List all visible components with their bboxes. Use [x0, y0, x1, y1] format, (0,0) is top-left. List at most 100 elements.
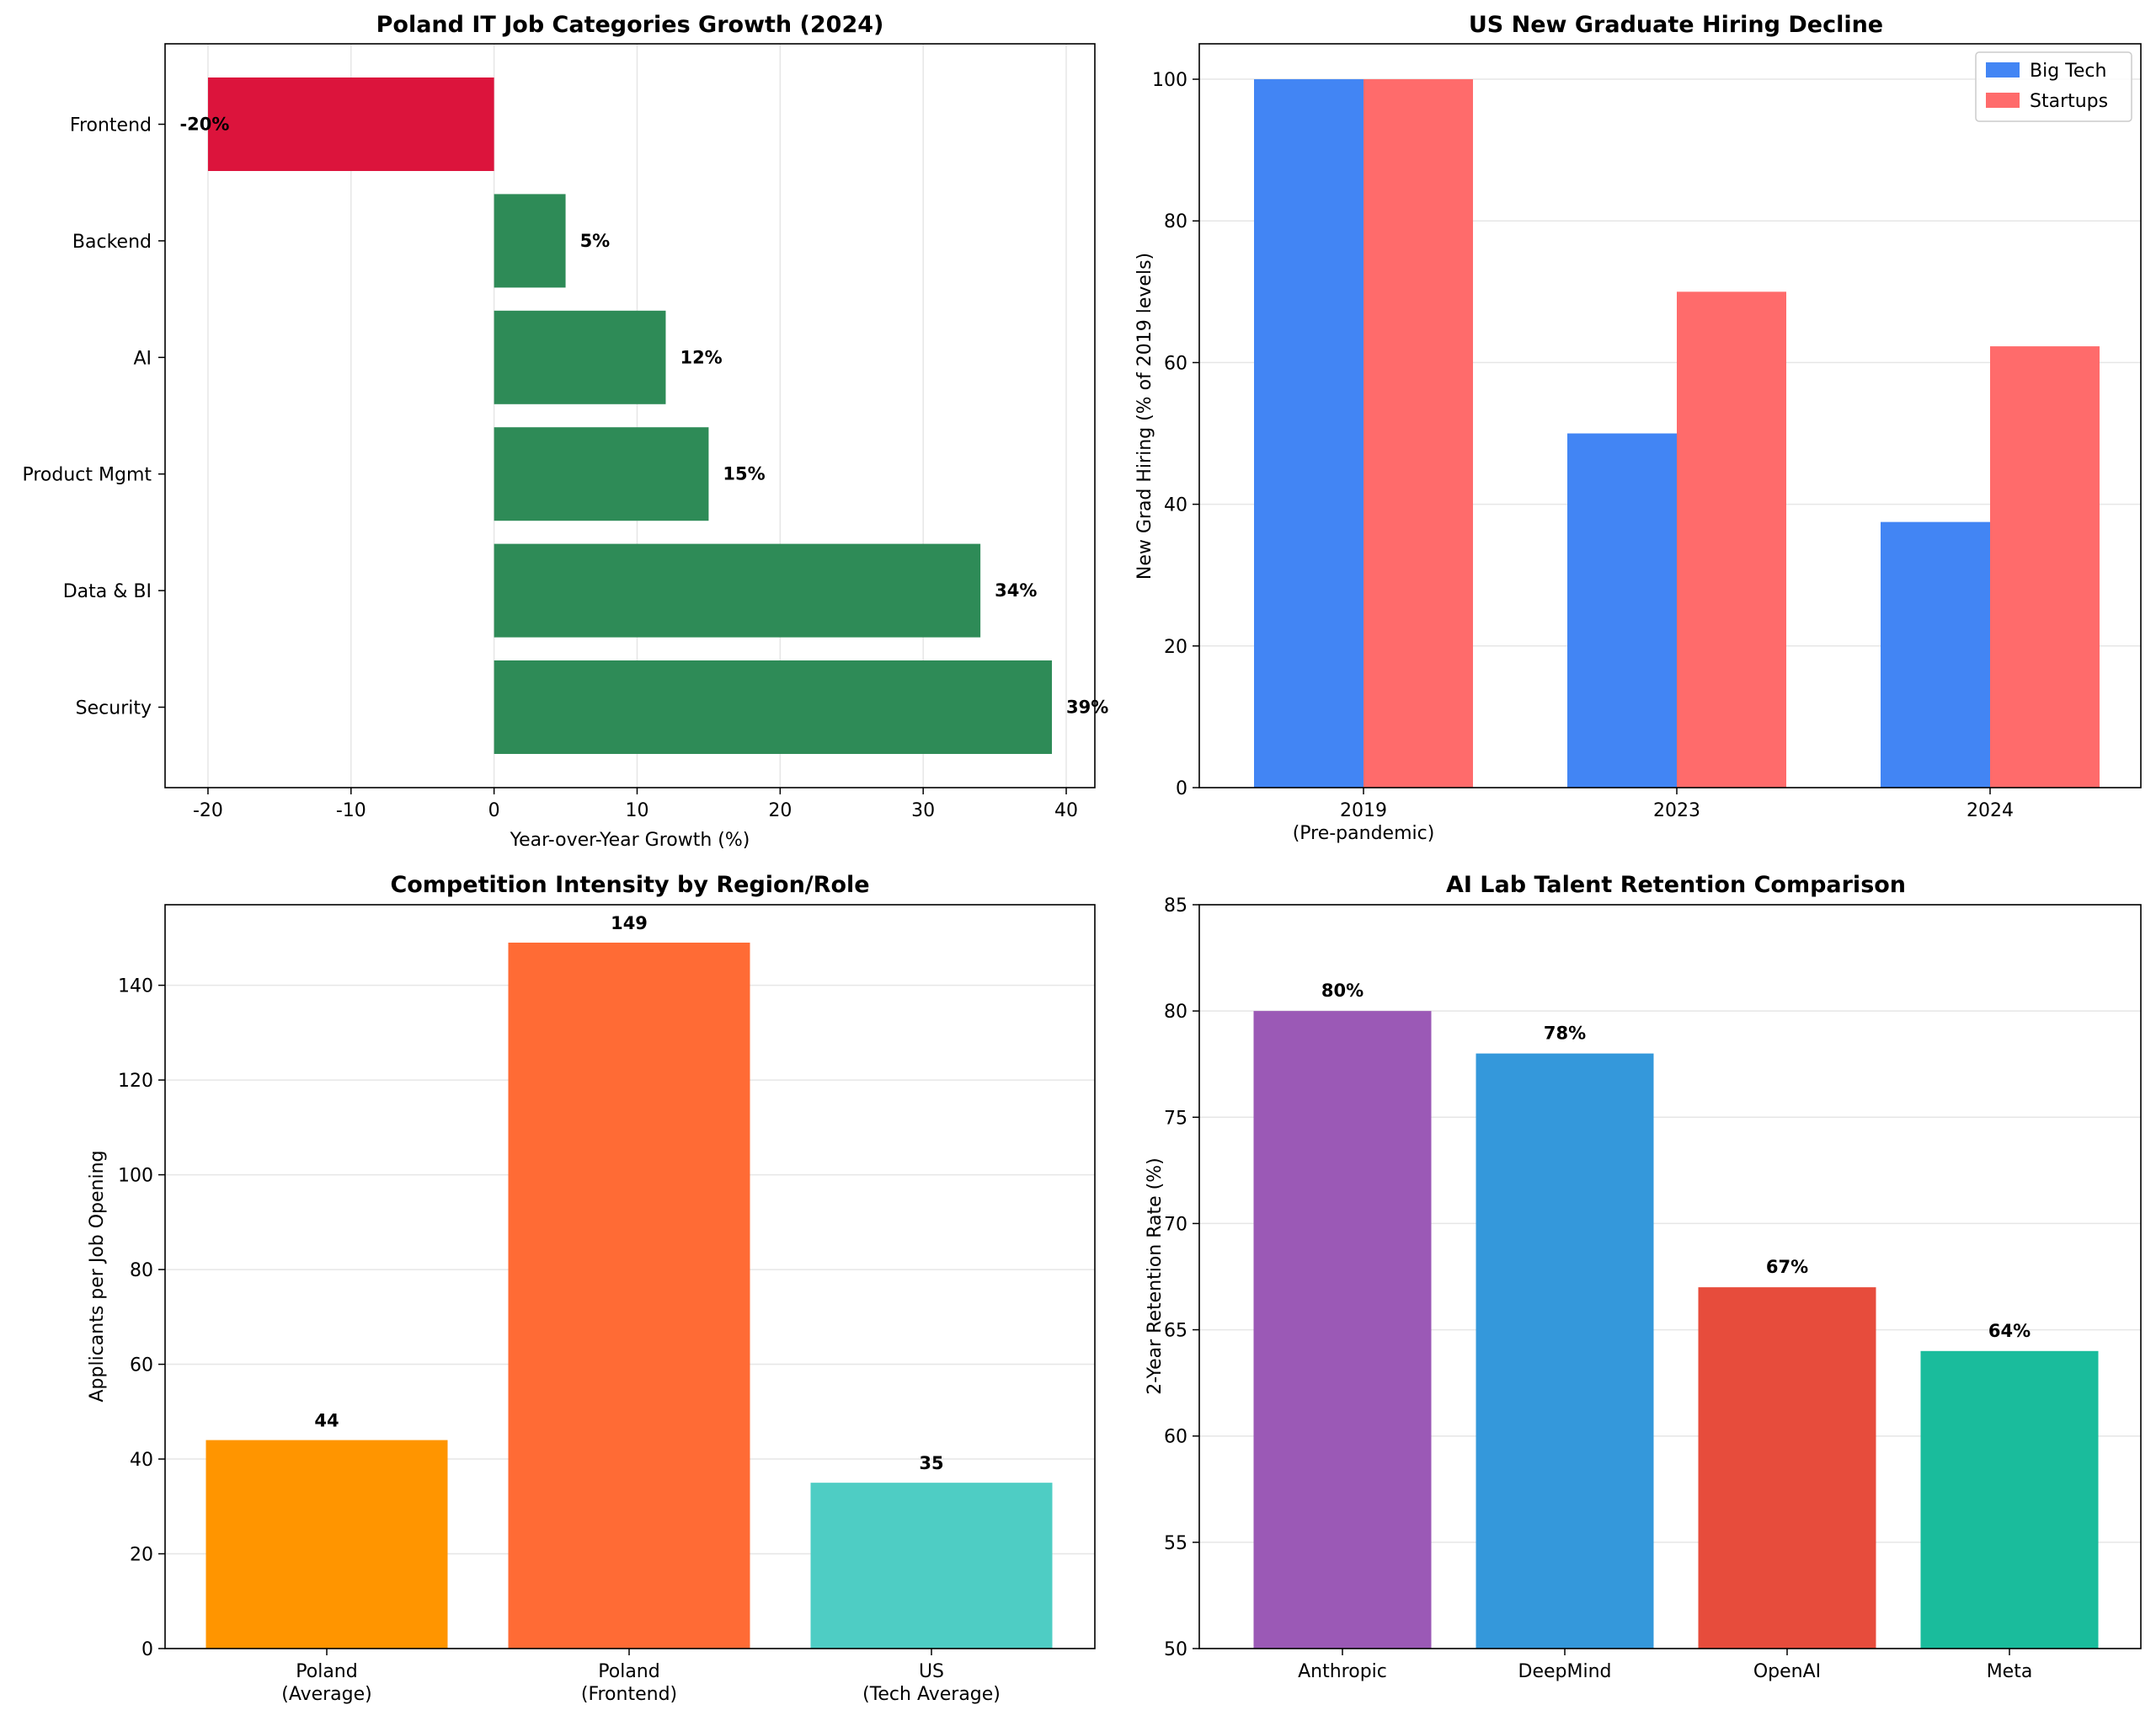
- x-axis-label: Year-over-Year Growth (%): [510, 830, 750, 851]
- plot-frame: [164, 904, 1096, 1649]
- legend-swatch-bigtech: [1986, 62, 2020, 77]
- x-tick-label: -20: [193, 800, 223, 821]
- data-label: 15%: [723, 464, 765, 484]
- x-tick-label: 2023: [1653, 800, 1700, 821]
- bar: [494, 543, 981, 638]
- y-tick-label: 40: [130, 1450, 153, 1471]
- x-tick-label: 30: [911, 800, 935, 821]
- data-label: 64%: [1988, 1321, 2031, 1341]
- x-tick-label: 40: [1054, 800, 1078, 821]
- y-tick-label: 100: [1152, 70, 1187, 91]
- y-tick-label: Backend: [72, 232, 152, 253]
- y-tick-label: 80: [1164, 211, 1187, 232]
- y-tick-label: 0: [141, 1639, 153, 1660]
- bars: [1254, 79, 2100, 788]
- data-label: 44: [314, 1411, 339, 1431]
- y-tick-label: 40: [1164, 495, 1187, 516]
- y-tick-label: 85: [1164, 895, 1187, 917]
- bar: [494, 660, 1053, 754]
- bar-startups: [1677, 291, 1786, 788]
- y-tick-label: 0: [1176, 778, 1187, 799]
- x-tick-label: Poland (Average): [281, 1661, 372, 1705]
- x-tick-label: US (Tech Average): [862, 1661, 1001, 1705]
- y-tick-label: Product Mgmt: [22, 465, 152, 486]
- chart-title: Competition Intensity by Region/Role: [390, 872, 869, 898]
- bar-startups: [1364, 79, 1473, 788]
- y-tick-label: Data & BI: [63, 581, 152, 602]
- bar: [508, 942, 750, 1649]
- data-label: 39%: [1066, 697, 1108, 718]
- y-tick-label: 60: [1164, 353, 1187, 374]
- bar: [205, 1440, 448, 1649]
- chart-competition: Competition Intensity by Region/Role 44 1…: [87, 872, 1096, 1705]
- x-tick-label: Anthropic: [1298, 1661, 1387, 1682]
- y-tick-label: 50: [1164, 1639, 1187, 1660]
- bar-bigtech: [1881, 521, 1990, 788]
- y-tick-label: 80: [1164, 1002, 1187, 1023]
- y-tick-label: 60: [1164, 1427, 1187, 1448]
- legend-swatch-startups: [1986, 93, 2020, 108]
- x-tick-label: 20: [768, 800, 792, 821]
- legend-label-startups: Startups: [2030, 91, 2108, 112]
- y-tick-label: AI: [133, 348, 152, 369]
- y-tick-label: Frontend: [70, 115, 152, 136]
- chart-us-newgrad: US New Graduate Hiring Decline 0 20 40 60 80…: [1134, 12, 2142, 844]
- chart-title: AI Lab Talent Retention Comparison: [1446, 872, 1906, 898]
- legend: Big Tech Startups: [1975, 51, 2132, 122]
- chart-retention: AI Lab Talent Retention Comparison 80% 78…: [1145, 872, 2142, 1682]
- y-axis-label: Applicants per Job Opening: [87, 1150, 108, 1402]
- data-label: 80%: [1321, 981, 1364, 1001]
- bar: [494, 310, 666, 404]
- y-tick-label: 55: [1164, 1533, 1187, 1554]
- chart-title: US New Graduate Hiring Decline: [1469, 12, 1883, 38]
- bar-bigtech: [1567, 433, 1677, 788]
- y-tick-label: 20: [1164, 637, 1187, 658]
- y-tick-label: 60: [130, 1355, 153, 1376]
- bars: -20% 5% 12% 15% 34% 39%: [179, 77, 1108, 754]
- data-label: 35: [919, 1453, 943, 1473]
- data-label: -20%: [179, 115, 229, 135]
- x-tick-label: 10: [625, 800, 648, 821]
- bar: [494, 427, 709, 521]
- data-label: 34%: [995, 580, 1037, 601]
- y-tick-label: 80: [130, 1260, 153, 1281]
- legend-label-bigtech: Big Tech: [2030, 61, 2106, 82]
- y-tick-label: 120: [118, 1071, 153, 1092]
- bar: [494, 194, 566, 288]
- y-axis-label: New Grad Hiring (% of 2019 levels): [1134, 253, 1155, 580]
- x-tick-label: -10: [336, 800, 366, 821]
- y-tick-label: 65: [1164, 1321, 1187, 1342]
- ticks: 50 55 60 65 70 75 80 85 Anthropic DeepMind OpenAI M…: [1164, 895, 2032, 1682]
- x-tick-label: Poland (Frontend): [581, 1661, 677, 1705]
- data-label: 12%: [680, 347, 722, 367]
- x-tick-label: DeepMind: [1518, 1661, 1612, 1682]
- y-tick-label: 20: [130, 1545, 153, 1566]
- bar: [1698, 1287, 1876, 1649]
- data-label: 78%: [1544, 1024, 1586, 1044]
- bars: 44 149 35: [205, 913, 1053, 1649]
- x-tick-label: 2019 (Pre-pandemic): [1293, 800, 1435, 844]
- chart-poland-growth: Poland IT Job Categories Growth (2024) -…: [22, 12, 1108, 851]
- bars: 80% 78% 67% 64%: [1253, 981, 2099, 1649]
- y-axis-label: 2-Year Retention Rate (%): [1145, 1157, 1166, 1394]
- ticks: 0 20 40 60 80 100 2019 (Pre-pandemic) 2023 2024: [1152, 70, 2014, 844]
- bar-bigtech: [1254, 79, 1364, 788]
- x-tick-label: OpenAI: [1753, 1661, 1821, 1682]
- x-tick-label: Meta: [1987, 1661, 2033, 1682]
- bar: [1253, 1011, 1432, 1649]
- y-tick-label: 70: [1164, 1214, 1187, 1235]
- data-label: 149: [611, 913, 648, 933]
- x-tick-label: 0: [488, 800, 500, 821]
- plot-frame: [1198, 904, 2142, 1649]
- y-tick-label: Security: [76, 698, 152, 719]
- chart-title: Poland IT Job Categories Growth (2024): [376, 12, 884, 38]
- bar: [207, 77, 494, 171]
- bar: [1476, 1053, 1654, 1649]
- plot-frame: [164, 43, 1096, 788]
- y-tick-label: 100: [118, 1166, 153, 1187]
- bar: [810, 1483, 1053, 1649]
- data-label: 67%: [1766, 1257, 1808, 1277]
- ticks: -20 -10 0 10 20 30 40 Frontend Backend AI Product …: [22, 115, 1078, 822]
- bar-startups: [1990, 346, 2100, 788]
